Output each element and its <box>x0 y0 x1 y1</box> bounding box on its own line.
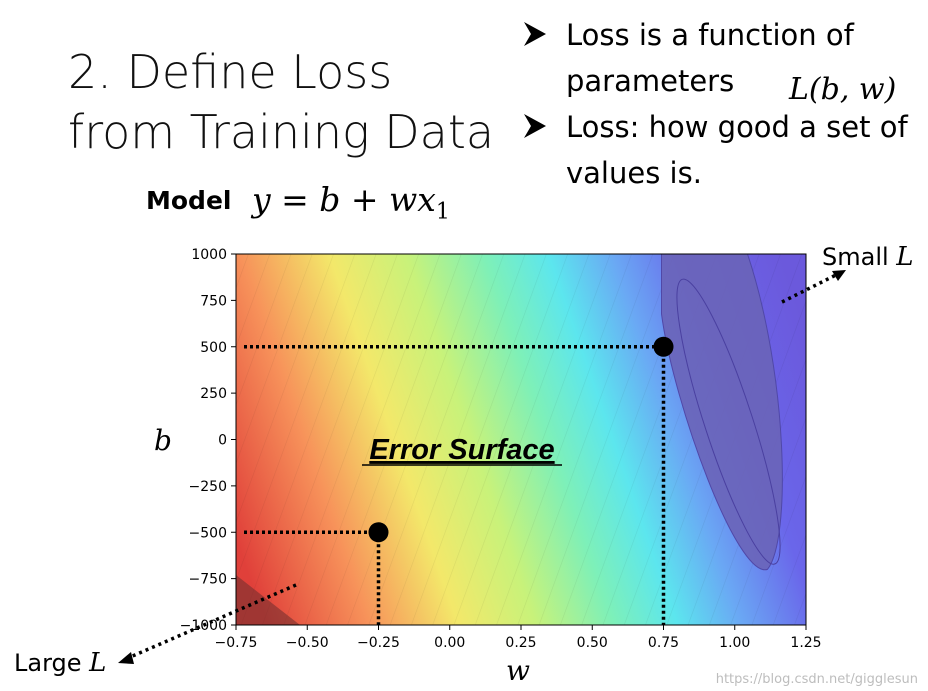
x-tick-label: 0.75 <box>648 635 679 651</box>
minimum-contour <box>676 278 781 565</box>
large-loss-symbol: L <box>89 648 107 678</box>
y-tick-label: 1000 <box>191 247 227 263</box>
minimum-region <box>661 254 783 570</box>
large-loss-label: Large L <box>14 648 106 678</box>
x-tick-label: 0.50 <box>577 635 608 651</box>
y-tick-label: −1000 <box>180 618 227 634</box>
bullet-item: Loss is a function of parameters <box>522 12 908 104</box>
y-tick-label: −500 <box>189 525 227 541</box>
x-tick-label: 0.25 <box>505 635 536 651</box>
y-tick-label: −250 <box>189 479 227 495</box>
x-tick-label: 0.00 <box>434 635 465 651</box>
bullet-list: Loss is a function of parameters Loss: h… <box>522 12 908 196</box>
model-equation-text: y = b + wx <box>252 180 436 219</box>
max-loss-corner <box>236 575 300 625</box>
y-axis-label: b <box>154 424 172 457</box>
y-tick-label: −750 <box>189 572 227 588</box>
x-tick-label: −0.25 <box>357 635 400 651</box>
bullet-item: Loss: how good a set of values is. <box>522 104 908 196</box>
x-axis: −0.75 −0.50 −0.25 0.00 0.25 0.50 0.75 1.00 1.25 <box>215 625 822 651</box>
y-tick-label: 750 <box>200 293 227 309</box>
bullet-line-2: values is. <box>566 156 702 190</box>
model-subscript: 1 <box>435 199 450 225</box>
arrowhead-bullet-icon <box>524 114 546 138</box>
title-line-2: from Training Data <box>68 105 495 159</box>
watermark: https://blog.csdn.net/gigglesun <box>715 672 918 687</box>
x-tick-label: 1.25 <box>790 635 821 651</box>
x-tick-label: −0.75 <box>215 635 258 651</box>
small-text: Small <box>822 243 889 271</box>
slide-title: 2. Define Loss from Training Data <box>68 42 494 162</box>
chart-title: Error Surface <box>369 434 554 466</box>
bullet-line-1: Loss is a function of <box>566 18 854 52</box>
parameter-point <box>368 522 389 543</box>
title-line-1: 2. Define Loss <box>68 45 393 99</box>
small-loss-symbol: L <box>896 242 914 272</box>
loss-notation: L(b, w) <box>789 72 897 107</box>
y-tick-label: 250 <box>200 386 227 402</box>
model-label: Model <box>146 186 232 215</box>
guide-lines <box>244 345 666 625</box>
y-tick-label: 500 <box>200 340 227 356</box>
x-axis-label: w <box>506 654 530 687</box>
heatmap-area <box>236 254 806 625</box>
bullet-line-2: parameters <box>566 64 735 98</box>
small-loss-arrowhead-icon <box>832 270 846 281</box>
y-axis: 1000 750 500 250 0 −250 −500 −750 −1000 <box>180 247 236 634</box>
y-tick-label: 0 <box>218 433 227 449</box>
x-tick-label: 1.00 <box>719 635 750 651</box>
large-loss-pointer <box>127 583 297 660</box>
model-equation: y = b + wx1 <box>252 180 450 225</box>
marked-points <box>368 336 674 543</box>
bullet-line-1: Loss: how good a set of <box>566 110 908 144</box>
arrowhead-bullet-icon <box>524 22 546 46</box>
small-loss-label: Small L <box>822 242 914 272</box>
x-tick-label: −0.50 <box>286 635 329 651</box>
parameter-point <box>653 336 674 357</box>
large-loss-arrowhead-icon <box>118 652 134 664</box>
large-text: Large <box>14 649 82 677</box>
